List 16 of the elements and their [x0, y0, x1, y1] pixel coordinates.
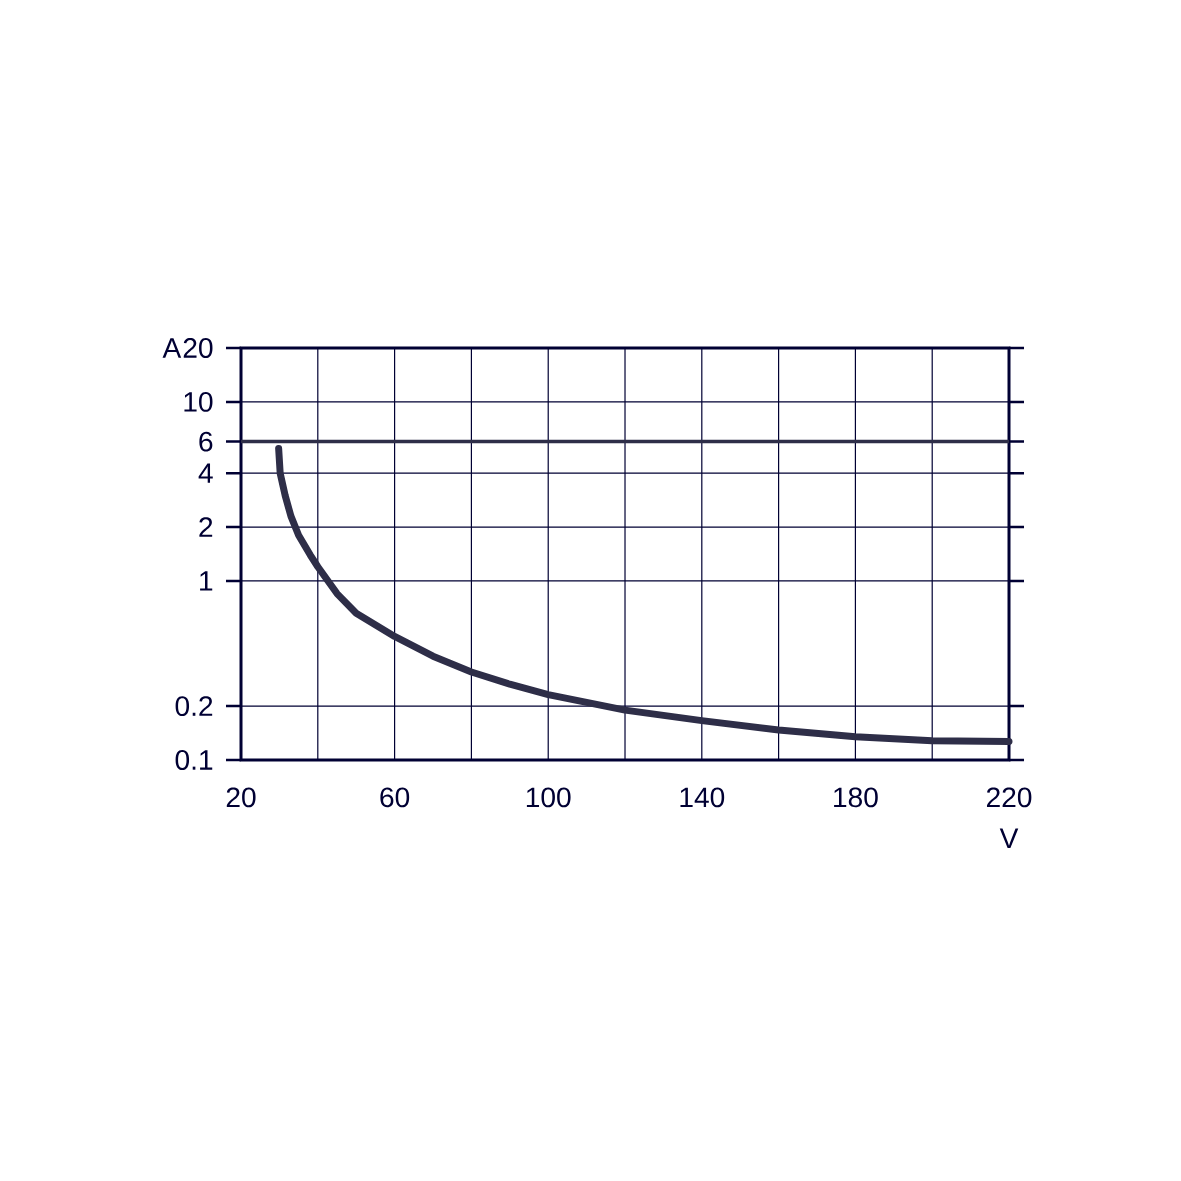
- y-tick-label: 6: [199, 431, 213, 452]
- y-tick-label: 2: [199, 517, 213, 537]
- x-tick-label: 20: [226, 787, 256, 808]
- y-tick-label: 20: [183, 338, 213, 358]
- x-tick-label: 100: [526, 787, 571, 808]
- y-tick-label: 4: [198, 463, 213, 483]
- x-tick-label: 180: [834, 787, 878, 808]
- x-tick-label: 140: [680, 787, 725, 808]
- x-tick-label: 60: [380, 787, 410, 808]
- y-tick-label: 0.2: [175, 696, 213, 717]
- y-tick-label: 0.1: [175, 750, 213, 770]
- y-axis-title: A: [162, 338, 182, 358]
- x-tick-label: 220: [986, 787, 1032, 808]
- y-tick-label: 1: [200, 571, 213, 591]
- x-axis-title: V: [999, 828, 1019, 848]
- y-tick-label: 10: [184, 391, 213, 412]
